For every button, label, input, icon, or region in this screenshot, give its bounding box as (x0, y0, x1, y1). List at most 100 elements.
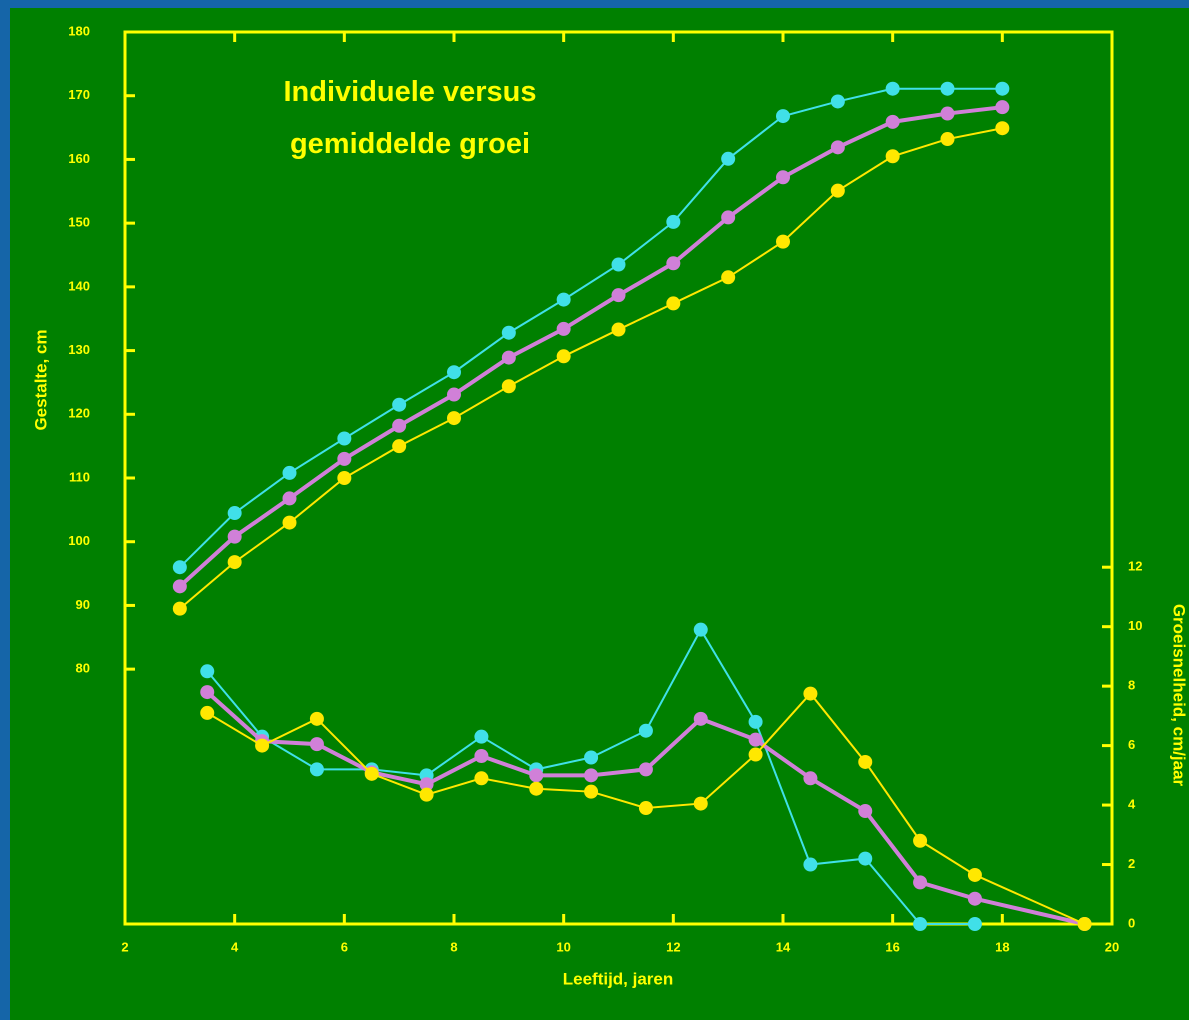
y-tick-label: 140 (68, 278, 90, 293)
marker (803, 857, 818, 872)
marker (556, 321, 571, 336)
marker (666, 296, 681, 311)
y2-tick-label: 8 (1128, 678, 1135, 693)
y-tick-label: 180 (68, 23, 90, 38)
marker (940, 106, 955, 121)
marker (337, 471, 352, 485)
marker (858, 754, 873, 769)
marker (803, 686, 818, 701)
marker (364, 766, 379, 781)
marker (721, 151, 736, 166)
marker (693, 796, 708, 811)
marker (776, 109, 790, 124)
marker (776, 170, 790, 185)
marker (638, 723, 653, 738)
marker (995, 100, 1010, 115)
y-tick-label: 90 (76, 597, 90, 612)
marker (693, 622, 708, 637)
marker (309, 762, 324, 777)
y-tick-label: 130 (68, 342, 90, 357)
marker (885, 81, 900, 96)
marker (693, 711, 708, 726)
marker (913, 833, 928, 848)
marker (830, 183, 845, 198)
y-tick-label: 170 (68, 87, 90, 102)
marker (337, 451, 352, 466)
x-tick-label: 2 (121, 939, 128, 954)
x-tick-label: 4 (231, 939, 239, 954)
marker (392, 418, 407, 433)
y2-tick-label: 0 (1128, 915, 1135, 930)
background (10, 8, 1189, 1020)
series-line (206, 692, 1085, 925)
marker (337, 431, 352, 446)
marker (666, 214, 681, 229)
y-axis-label: Gestalte, cm (31, 329, 50, 430)
y2-tick-label: 12 (1128, 559, 1142, 574)
marker (584, 784, 599, 799)
marker (584, 750, 599, 765)
series-line (178, 105, 1003, 588)
marker (967, 891, 982, 906)
marker (858, 804, 873, 819)
x-tick-label: 18 (995, 939, 1009, 954)
y2-tick-label: 4 (1128, 797, 1136, 812)
y2-tick-label: 2 (1128, 856, 1135, 871)
marker (227, 506, 242, 521)
chart-title: Individuele versus gemiddelde groei (283, 76, 537, 160)
marker (748, 747, 763, 762)
marker (638, 801, 653, 816)
marker (282, 515, 297, 530)
marker (200, 685, 215, 700)
marker (419, 787, 434, 802)
marker (172, 560, 187, 575)
marker (172, 579, 187, 594)
marker (940, 132, 955, 147)
marker (584, 768, 599, 783)
marker (611, 257, 626, 272)
y-tick-label: 110 (69, 469, 90, 484)
y-tick-label: 100 (68, 533, 90, 548)
x-tick-label: 6 (341, 939, 348, 954)
marker (474, 771, 489, 786)
marker (556, 349, 571, 364)
marker (501, 350, 516, 365)
marker (447, 411, 461, 426)
marker (419, 777, 434, 792)
x-tick-label: 10 (556, 939, 570, 954)
marker (227, 529, 242, 544)
marker (200, 705, 215, 720)
marker (474, 729, 489, 744)
x-tick-label: 12 (666, 939, 680, 954)
marker (913, 917, 928, 931)
marker (776, 234, 790, 249)
marker (611, 288, 626, 303)
marker (885, 149, 900, 164)
y2-axis-label: Groeisnelheid, cm/jaar (1170, 604, 1189, 787)
marker (611, 322, 626, 337)
marker (967, 867, 982, 882)
marker (392, 439, 407, 454)
marker (666, 256, 681, 271)
marker (501, 325, 516, 340)
marker (200, 664, 215, 679)
marker (995, 121, 1010, 136)
marker (282, 465, 297, 480)
marker (748, 732, 763, 747)
x-tick-label: 16 (885, 939, 899, 954)
marker (995, 81, 1010, 96)
marker (447, 365, 461, 380)
y2-tick-label: 6 (1128, 737, 1135, 752)
y-tick-label: 120 (68, 406, 90, 421)
marker (803, 771, 818, 786)
marker (501, 379, 516, 394)
marker (858, 851, 873, 866)
marker (255, 738, 270, 753)
marker (556, 292, 571, 307)
x-tick-label: 20 (1105, 939, 1119, 954)
series-line (179, 87, 1003, 568)
marker (282, 491, 297, 506)
marker (830, 94, 845, 109)
marker (474, 749, 489, 764)
marker (529, 781, 544, 796)
